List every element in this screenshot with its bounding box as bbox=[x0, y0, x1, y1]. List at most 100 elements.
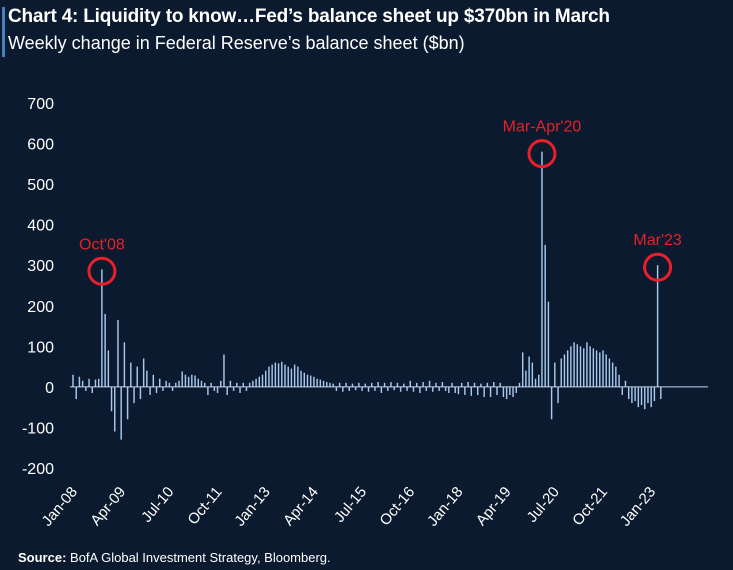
bar bbox=[354, 386, 357, 391]
bar bbox=[229, 380, 232, 387]
bar bbox=[203, 382, 206, 387]
bar bbox=[220, 380, 222, 387]
data-series bbox=[72, 151, 662, 440]
y-tick-label: 0 bbox=[45, 380, 54, 397]
bar bbox=[518, 382, 521, 387]
bar bbox=[322, 380, 325, 387]
bar bbox=[409, 380, 411, 387]
bar bbox=[332, 383, 334, 387]
bar bbox=[338, 382, 341, 387]
bar bbox=[602, 350, 604, 387]
chart-subtitle: Weekly change in Federal Reserve’s balan… bbox=[8, 33, 465, 53]
bar bbox=[245, 386, 248, 391]
bar bbox=[599, 352, 601, 387]
annotation-circle bbox=[87, 256, 117, 286]
bar bbox=[181, 371, 183, 387]
bar bbox=[432, 386, 434, 392]
x-tick-label: Apr-09 bbox=[87, 484, 129, 529]
bar bbox=[554, 362, 556, 387]
x-tick-label: Oct-11 bbox=[184, 484, 225, 529]
x-tick-label: Jan-13 bbox=[231, 484, 274, 530]
x-tick-label: Jul-10 bbox=[138, 484, 177, 526]
bar bbox=[647, 386, 649, 404]
bar bbox=[560, 358, 562, 387]
bar bbox=[512, 386, 514, 398]
bar bbox=[493, 382, 495, 387]
x-tick-label: Jan-23 bbox=[617, 484, 660, 530]
bar bbox=[521, 352, 524, 387]
bar bbox=[271, 364, 273, 387]
bar bbox=[473, 382, 476, 387]
bar bbox=[226, 386, 228, 395]
bar bbox=[576, 344, 579, 387]
bar bbox=[618, 374, 620, 387]
bar bbox=[287, 366, 289, 387]
bar bbox=[615, 366, 617, 387]
bar bbox=[300, 370, 302, 387]
bar bbox=[149, 386, 151, 395]
bar bbox=[101, 269, 103, 387]
bar bbox=[483, 386, 485, 398]
bar bbox=[631, 386, 633, 404]
x-tick-label: Jul-15 bbox=[331, 484, 370, 526]
bar bbox=[130, 362, 132, 387]
bar bbox=[396, 382, 399, 387]
bar bbox=[107, 350, 110, 387]
annotation-label: Mar'23 bbox=[633, 232, 682, 249]
y-tick-label: 300 bbox=[27, 258, 54, 275]
bar bbox=[133, 386, 135, 404]
bar bbox=[650, 386, 652, 408]
bar bbox=[284, 364, 286, 387]
bar bbox=[216, 386, 219, 393]
bar bbox=[326, 382, 328, 387]
bar bbox=[460, 382, 463, 387]
bar bbox=[505, 386, 508, 400]
bar bbox=[448, 386, 450, 393]
bar bbox=[120, 386, 122, 440]
annotations: Oct'08 Mar-Apr'20 Mar'23 bbox=[79, 119, 682, 286]
bar bbox=[399, 386, 402, 392]
bar bbox=[624, 380, 627, 387]
bar bbox=[534, 378, 537, 387]
bar bbox=[297, 366, 299, 387]
bar bbox=[316, 378, 318, 387]
bar bbox=[544, 244, 546, 387]
bar bbox=[248, 382, 251, 387]
bar bbox=[293, 364, 296, 387]
annotation-circle bbox=[527, 139, 557, 169]
bar bbox=[451, 382, 453, 387]
bar bbox=[178, 380, 180, 387]
bar bbox=[634, 386, 636, 402]
bar bbox=[566, 350, 569, 387]
bar bbox=[207, 386, 209, 395]
bar bbox=[75, 386, 77, 400]
bar bbox=[110, 386, 113, 412]
bar bbox=[345, 382, 347, 387]
y-tick-label: 100 bbox=[27, 339, 54, 356]
bar bbox=[611, 362, 614, 387]
bar bbox=[88, 378, 90, 387]
bar bbox=[464, 386, 466, 395]
title-accent-bar bbox=[2, 7, 5, 57]
bar bbox=[477, 386, 479, 395]
bar bbox=[367, 386, 370, 392]
source-label: Source: bbox=[18, 550, 67, 565]
bar bbox=[444, 386, 447, 391]
bar bbox=[621, 386, 623, 395]
bar bbox=[184, 374, 187, 387]
bar bbox=[573, 342, 575, 387]
bar bbox=[660, 386, 662, 400]
bar bbox=[428, 380, 431, 387]
x-tick-label: Oct-16 bbox=[376, 484, 418, 529]
bar bbox=[162, 386, 164, 391]
bar bbox=[502, 386, 505, 398]
bar bbox=[595, 350, 598, 387]
bar bbox=[371, 382, 373, 387]
bar bbox=[589, 346, 591, 387]
bar bbox=[406, 386, 408, 391]
bar bbox=[319, 379, 322, 387]
bar bbox=[550, 386, 553, 420]
chart-title: Chart 4: Liquidity to know…Fed’s balance… bbox=[8, 6, 610, 27]
bar bbox=[419, 386, 421, 393]
